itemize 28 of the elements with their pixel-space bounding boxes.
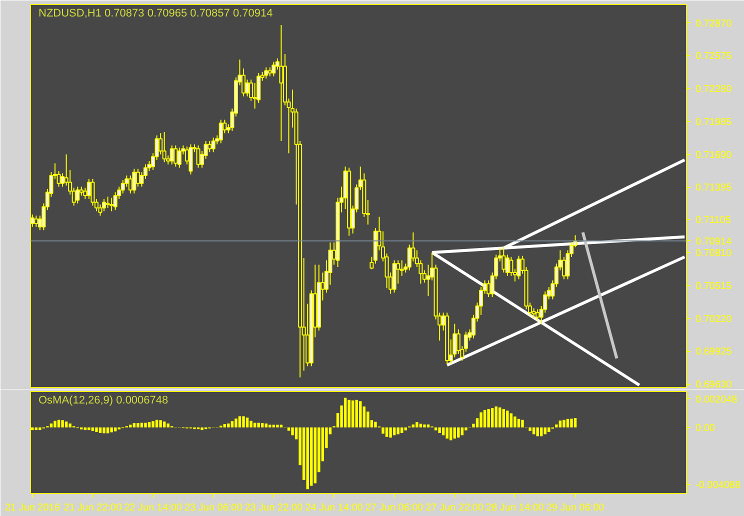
y-tick-label: 0.71105	[696, 215, 732, 226]
x-tick-label: 24 Jun 14:00	[305, 502, 364, 514]
x-tick-label: 27 Jun 06:00	[365, 502, 424, 514]
x-tick-label: 23 Jun 06:00	[184, 502, 243, 514]
x-tick-label: 21 Jun 22:00	[64, 502, 122, 514]
y-tick-label: 0.00	[696, 422, 716, 434]
y-tick-label: 0.70515	[696, 280, 732, 292]
y-tick-label: 0.69630	[696, 380, 732, 391]
y-tick-label: 0.72870	[696, 18, 732, 30]
y-tick-label: 0.71395	[696, 182, 732, 194]
y-tick-label: 0.69925	[696, 346, 732, 358]
y-tick-label: 0.71985	[696, 116, 732, 128]
y-tick-label: 0.70810	[696, 248, 732, 259]
y-tick-label: 0.002048	[696, 394, 738, 406]
ref-line-label: 0.70914	[696, 236, 732, 248]
y-tick-label: 0.70220	[696, 314, 732, 325]
x-tick-label: 21 Jun 2016	[4, 502, 60, 514]
x-tick-label: 28 Jun 14:00	[486, 502, 544, 514]
chart-title: OsMA(12,26,9) 0.0006748	[38, 394, 168, 406]
y-tick-label: 0.72280	[696, 84, 732, 96]
x-tick-label: 23 Jun 22:00	[244, 502, 304, 514]
y-tick-label: 0.72575	[696, 51, 732, 62]
y-tick-label: -0.004088	[696, 480, 741, 492]
chart-title: NZDUSD,H1 0.70873 0.70965 0.70857 0.70914	[38, 8, 273, 20]
x-tick-label: 22 Jun 14:00	[124, 502, 182, 514]
x-tick-label: 29 Jun 06:00	[546, 502, 605, 514]
x-tick-label: 27 Jun 22:00	[426, 502, 484, 514]
y-tick-label: 0.71690	[696, 150, 732, 161]
